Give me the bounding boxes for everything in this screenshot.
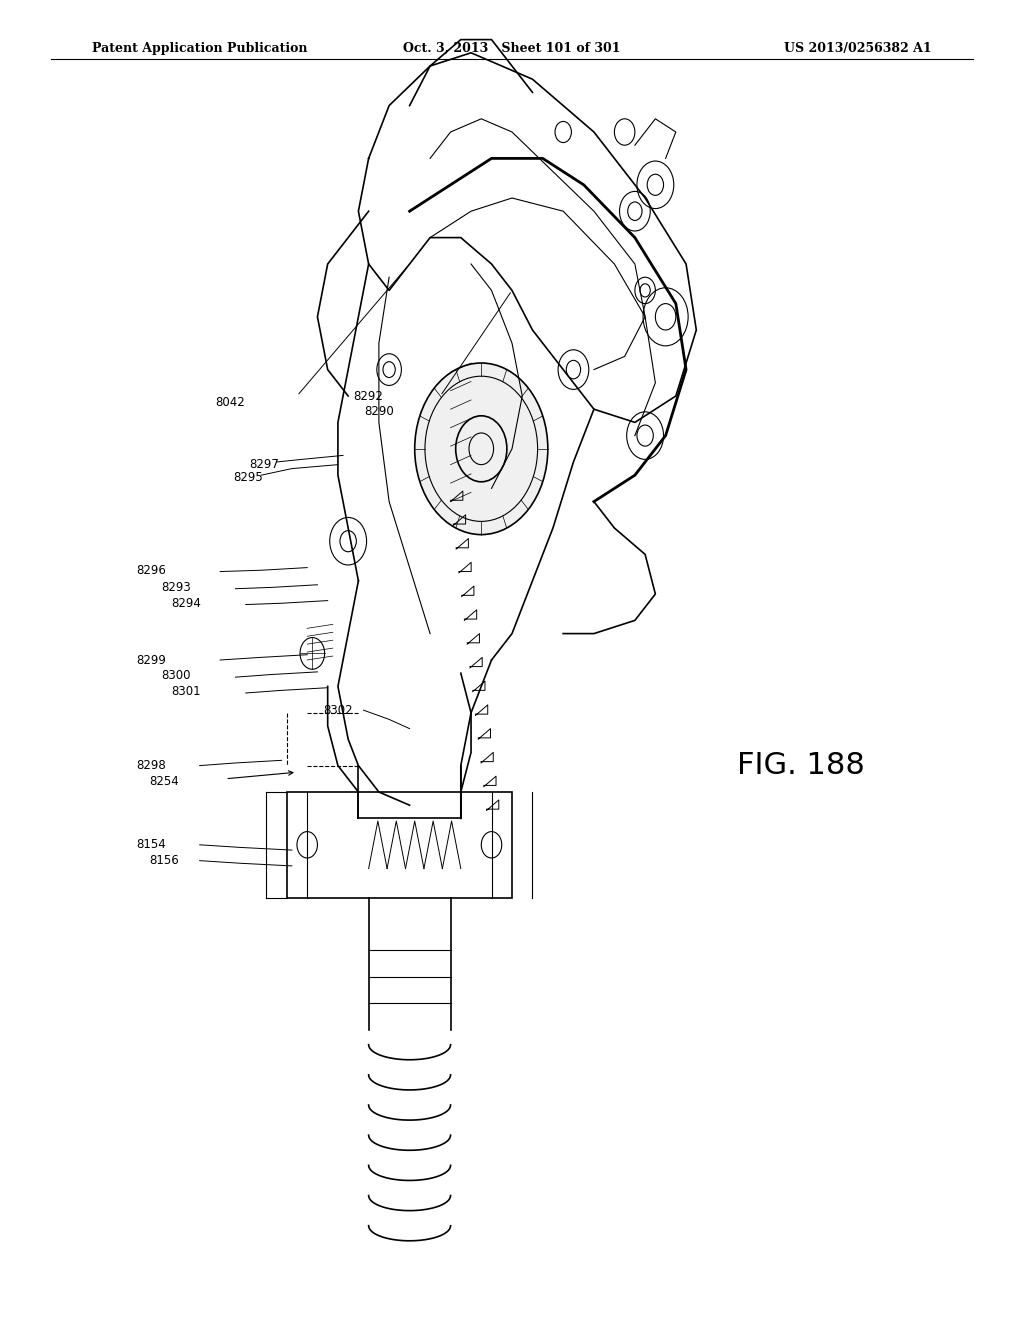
Text: 8290: 8290 xyxy=(364,405,394,418)
Text: Patent Application Publication: Patent Application Publication xyxy=(92,42,307,55)
Text: 8299: 8299 xyxy=(136,653,167,667)
Text: 8296: 8296 xyxy=(136,564,167,577)
Text: 8295: 8295 xyxy=(232,471,263,484)
Bar xyxy=(287,792,512,898)
Text: 8301: 8301 xyxy=(172,685,201,698)
Text: 8292: 8292 xyxy=(353,389,384,403)
Text: 8302: 8302 xyxy=(324,704,352,717)
Text: 8297: 8297 xyxy=(249,458,280,471)
Text: 8254: 8254 xyxy=(148,775,179,788)
Text: 8294: 8294 xyxy=(171,597,202,610)
Text: 8293: 8293 xyxy=(161,581,191,594)
Text: 8156: 8156 xyxy=(148,854,179,867)
Text: FIG. 188: FIG. 188 xyxy=(737,751,865,780)
Text: 8154: 8154 xyxy=(136,838,167,851)
Circle shape xyxy=(415,363,548,535)
Text: 8298: 8298 xyxy=(136,759,167,772)
Text: Oct. 3, 2013   Sheet 101 of 301: Oct. 3, 2013 Sheet 101 of 301 xyxy=(403,42,621,55)
Text: 8300: 8300 xyxy=(162,669,190,682)
Text: 8042: 8042 xyxy=(215,396,246,409)
Text: US 2013/0256382 A1: US 2013/0256382 A1 xyxy=(784,42,932,55)
